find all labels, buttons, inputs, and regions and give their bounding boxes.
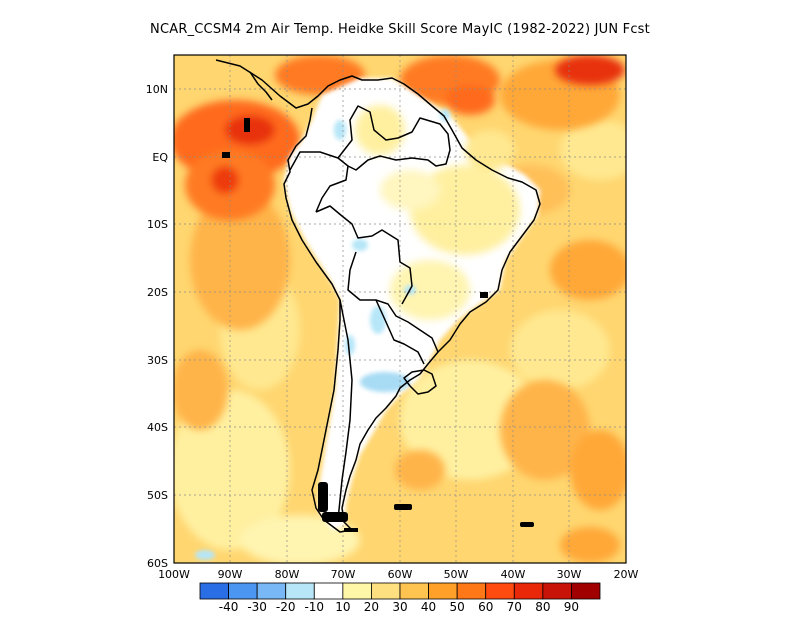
colorbar-label: 20 <box>364 600 379 614</box>
lat-label: 50S <box>147 489 168 502</box>
lon-label: 70W <box>331 568 356 581</box>
border-argentina-paraguay <box>375 299 425 365</box>
colorbar-swatch <box>485 582 515 600</box>
colorbar-swatch <box>371 582 401 600</box>
colorbar-label: 70 <box>507 600 522 614</box>
lon-label: 90W <box>218 568 243 581</box>
central-america-coast <box>249 71 273 101</box>
border-venezuela-guianas <box>337 105 451 171</box>
colorbar-swatch <box>399 582 429 600</box>
land-field <box>195 78 540 560</box>
colorbar-swatch <box>513 582 544 600</box>
colorbar-label: 30 <box>392 600 407 614</box>
border-bolivia-paraguay <box>347 251 439 353</box>
graticule <box>174 55 626 563</box>
lon-label: 40W <box>501 568 526 581</box>
colorbar-swatch <box>542 582 572 600</box>
colorbar-swatch <box>428 582 458 600</box>
lon-label: 20W <box>614 568 639 581</box>
colorbar-label: 50 <box>450 600 465 614</box>
border-peru-bolivia-brazil <box>315 205 413 305</box>
lon-labels: 100W 90W 80W 70W 60W 50W 40W 30W 20W <box>158 568 638 581</box>
lat-label: 20S <box>147 286 168 299</box>
lat-label: 30S <box>147 354 168 367</box>
colorbar-swatch <box>342 582 372 600</box>
colorbar-swatch <box>256 582 287 600</box>
islands <box>222 118 534 532</box>
lat-label: 40S <box>147 421 168 434</box>
colorbar-label: 90 <box>564 600 579 614</box>
colorbar <box>199 582 601 600</box>
lat-labels: 10N EQ 10S 20S 30S 40S 50S 60S <box>146 83 169 570</box>
colorbar-label: 40 <box>421 600 436 614</box>
colorbar-label: -30 <box>247 600 267 614</box>
lon-label: 80W <box>275 568 300 581</box>
lat-label: 10N <box>146 83 168 96</box>
colorbar-swatch <box>228 582 258 600</box>
lat-label: 60S <box>147 557 168 570</box>
colorbar-swatch <box>199 582 229 600</box>
coastline <box>215 59 541 533</box>
colorbar-swatch <box>456 582 487 600</box>
lon-label: 50W <box>444 568 469 581</box>
colorbar-label: -10 <box>304 600 324 614</box>
lon-label: 100W <box>158 568 190 581</box>
colorbar-label: -20 <box>276 600 296 614</box>
colorbar-swatch <box>313 582 344 600</box>
lat-label: EQ <box>152 151 168 164</box>
border-chile-argentina <box>337 299 353 521</box>
colorbar-labels: -40 -30 -20 -10 10 20 30 40 50 60 70 80 90 <box>219 600 579 614</box>
colorbar-swatch <box>285 582 315 600</box>
lat-label: 10S <box>147 218 168 231</box>
map-field <box>174 55 626 563</box>
lon-label: 60W <box>388 568 413 581</box>
colorbar-swatch <box>571 582 601 600</box>
colorbar-label: 80 <box>535 600 550 614</box>
map-frame <box>173 54 627 564</box>
lon-label: 30W <box>557 568 582 581</box>
colorbar-label: 60 <box>478 600 493 614</box>
uruguay-outline <box>403 369 437 395</box>
map-title: NCAR_CCSM4 2m Air Temp. Heidke Skill Sco… <box>150 22 650 37</box>
colorbar-label: -40 <box>219 600 239 614</box>
colorbar-label: 10 <box>335 600 350 614</box>
field-hot <box>174 55 625 220</box>
